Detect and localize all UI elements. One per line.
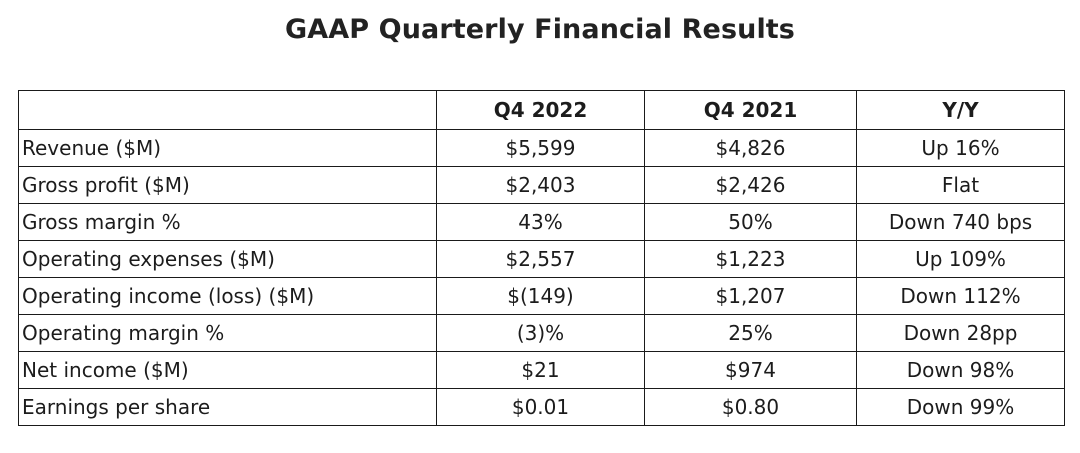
cell-yy: Down 112% — [856, 277, 1065, 315]
table-row: Operating expenses ($M) $2,557 $1,223 Up… — [18, 240, 1065, 278]
table-header-row: Q4 2022 Q4 2021 Y/Y — [18, 90, 1065, 130]
row-label: Gross margin % — [18, 203, 437, 241]
cell-yy: Up 16% — [856, 129, 1065, 167]
cell-yy: Down 99% — [856, 388, 1065, 426]
cell-q4-2021: 25% — [644, 314, 857, 352]
cell-q4-2022: $0.01 — [436, 388, 645, 426]
cell-q4-2022: $(149) — [436, 277, 645, 315]
financial-results-table: Q4 2022 Q4 2021 Y/Y Revenue ($M) $5,599 … — [18, 90, 1065, 426]
cell-yy: Down 28pp — [856, 314, 1065, 352]
cell-q4-2021: $1,207 — [644, 277, 857, 315]
cell-q4-2022: $21 — [436, 351, 645, 389]
row-label: Gross profit ($M) — [18, 166, 437, 204]
cell-q4-2022: (3)% — [436, 314, 645, 352]
table-row: Gross margin % 43% 50% Down 740 bps — [18, 203, 1065, 241]
cell-q4-2022: 43% — [436, 203, 645, 241]
row-label: Earnings per share — [18, 388, 437, 426]
row-label: Revenue ($M) — [18, 129, 437, 167]
cell-q4-2022: $2,403 — [436, 166, 645, 204]
cell-yy: Down 98% — [856, 351, 1065, 389]
cell-yy: Up 109% — [856, 240, 1065, 278]
table-row: Revenue ($M) $5,599 $4,826 Up 16% — [18, 129, 1065, 167]
cell-q4-2021: 50% — [644, 203, 857, 241]
cell-yy: Flat — [856, 166, 1065, 204]
cell-q4-2021: $974 — [644, 351, 857, 389]
table-row: Net income ($M) $21 $974 Down 98% — [18, 351, 1065, 389]
column-header-q4-2021: Q4 2021 — [644, 90, 857, 130]
row-label: Operating income (loss) ($M) — [18, 277, 437, 315]
column-header-yy: Y/Y — [856, 90, 1065, 130]
cell-q4-2022: $2,557 — [436, 240, 645, 278]
row-label: Operating margin % — [18, 314, 437, 352]
column-header-q4-2022: Q4 2022 — [436, 90, 645, 130]
row-label: Operating expenses ($M) — [18, 240, 437, 278]
table-row: Operating income (loss) ($M) $(149) $1,2… — [18, 277, 1065, 315]
table-row: Operating margin % (3)% 25% Down 28pp — [18, 314, 1065, 352]
cell-q4-2021: $2,426 — [644, 166, 857, 204]
column-header-metric — [18, 90, 437, 130]
cell-yy: Down 740 bps — [856, 203, 1065, 241]
cell-q4-2022: $5,599 — [436, 129, 645, 167]
cell-q4-2021: $1,223 — [644, 240, 857, 278]
row-label: Net income ($M) — [18, 351, 437, 389]
table-row: Earnings per share $0.01 $0.80 Down 99% — [18, 388, 1065, 426]
page-title: GAAP Quarterly Financial Results — [285, 14, 795, 45]
cell-q4-2021: $0.80 — [644, 388, 857, 426]
cell-q4-2021: $4,826 — [644, 129, 857, 167]
table-row: Gross profit ($M) $2,403 $2,426 Flat — [18, 166, 1065, 204]
